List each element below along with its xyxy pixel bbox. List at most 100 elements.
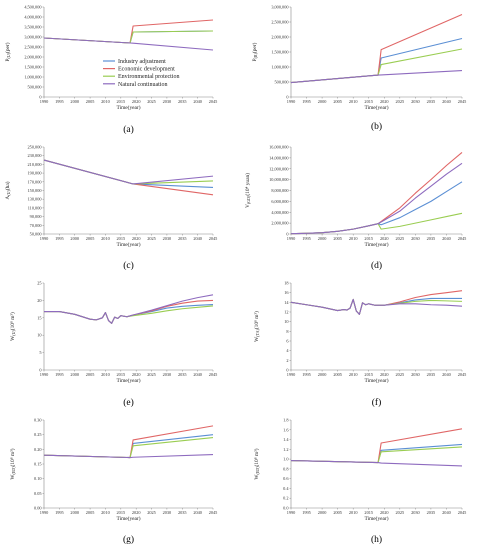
y-tick-label: 10,000,000 [269,177,288,183]
x-tick-label: 2020 [132,236,141,241]
x-tick-label: 2030 [411,372,420,377]
x-tick-label: 2035 [178,372,187,377]
x-axis-title: Time(year) [364,377,388,384]
y-tick-label: 3,000,000 [271,5,288,11]
x-tick-label: 2045 [458,236,467,241]
y-axis-unit: (per) [4,42,11,53]
chart-2: 0 500,000 1,000,000 1,500,000 2,000,000 2,500… [251,5,466,133]
y-tick-label: 1,000,000 [271,65,288,71]
x-tick-label: 2045 [458,372,467,377]
series-line-industry [43,159,214,188]
series-line-environment [43,159,214,185]
y-tick-label: 0.20 [34,447,42,452]
x-tick-label: 2020 [380,510,389,515]
x-tick-label: 2025 [147,372,156,377]
x-tick-label: 2040 [193,372,202,377]
x-tick-label: 2015 [364,236,373,241]
x-tick-label: 2005 [333,510,342,515]
y-axis-symbol: W [10,474,16,480]
series-line-industry [43,30,214,44]
x-tick-label: 2030 [163,236,172,241]
y-tick-label: 70,000 [30,223,42,229]
y-tick-label: 130,000 [28,197,42,203]
series-line-economic [43,159,214,196]
chart-3: 50,000 70,000 90,000 110,000 130,000 150,000 1… [4,145,217,272]
x-tick-label: 2005 [86,99,95,104]
y-axis-unit: (10⁸ m³) [253,311,260,329]
y-tick-label: 0.8 [283,466,288,471]
y-tick-label: 0 [39,368,41,373]
x-tick-label: 2035 [427,236,436,241]
x-tick-label: 2045 [209,372,218,377]
y-tick-label: 4,000,000 [271,210,288,216]
y-tick-label: 20 [37,298,41,303]
x-tick-label: 2005 [86,510,95,515]
x-tick-label: 1990 [40,510,49,515]
y-tick-label: 16,000,000 [269,145,288,151]
series-line-environment [43,30,214,44]
y-tick-label: 0.6 [283,476,289,481]
y-tick-label: 16 [284,290,289,295]
x-tick-label: 2015 [117,99,126,104]
x-tick-label: 2020 [132,510,141,515]
x-tick-label: 2005 [333,99,342,104]
x-tick-label: 2045 [209,510,218,515]
y-axis-subscript: (U) [11,330,16,336]
x-tick-label: 2010 [101,99,110,104]
y-tick-label: 1,000,000 [24,75,41,81]
x-tick-label: 2020 [380,372,389,377]
y-axis-symbol: W [10,335,16,341]
y-tick-label: 14,000,000 [269,155,288,161]
x-axis-title: Time(year) [116,241,140,248]
y-axis-symbol: A [5,196,11,200]
x-tick-label: 2030 [411,236,420,241]
x-tick-label: 2015 [364,99,373,104]
x-tick-label: 2020 [132,99,141,104]
y-tick-label: 12,000,000 [269,166,288,172]
x-tick-label: 2025 [147,99,156,104]
y-tick-label: 0.10 [34,476,42,481]
y-axis-unit: (ha) [4,181,11,190]
x-tick-label: 1990 [287,236,296,241]
y-tick-label: 15 [37,315,41,320]
y-axis-title: V(GD)(10⁴ yuan) [244,173,251,208]
x-tick-label: 2040 [442,236,451,241]
series-line-economic [290,152,463,235]
x-tick-label: 2025 [396,510,405,515]
legend: Industry adjustment Economic developmentE… [103,59,179,88]
y-tick-label: 1,500,000 [24,65,41,71]
y-axis-subscript: (TA) [255,328,260,336]
x-tick-label: 2000 [318,236,327,241]
x-tick-label: 1990 [287,372,296,377]
y-axis-subscript: (U) [6,52,11,58]
chart-caption: (a) [123,124,134,135]
y-tick-label: 6 [286,339,289,344]
y-tick-label: 0.2 [283,496,288,501]
x-tick-label: 2000 [70,372,79,377]
x-tick-label: 2040 [193,236,202,241]
x-tick-label: 2040 [442,99,451,104]
y-tick-label: 230,000 [28,153,42,159]
x-tick-label: 2005 [86,372,95,377]
series-line-industry [290,443,463,464]
y-tick-label: 210,000 [28,162,42,168]
x-axis-title: Time(year) [116,377,140,384]
series-line-natural [290,70,463,84]
x-tick-label: 2000 [318,372,327,377]
x-tick-label: 2035 [178,99,187,104]
y-axis-symbol: W [254,474,260,480]
x-axis-title: Time(year) [116,104,140,111]
x-tick-label: 2020 [132,372,141,377]
y-tick-label: 8,000,000 [271,188,288,194]
x-tick-label: 2045 [209,99,218,104]
x-tick-label: 1990 [40,236,49,241]
x-tick-label: 2035 [427,510,436,515]
y-axis-symbol: P [252,58,258,61]
x-tick-label: 2015 [117,236,126,241]
chart-6: 0 2 4 6 8 10 12 14 16 18 1990 1995 2000 2005 2010 2015 2… [253,281,466,409]
x-tick-label: 2000 [70,236,79,241]
y-tick-label: 2 [286,358,288,363]
x-tick-label: 2000 [318,510,327,515]
series-line-economic [44,299,214,324]
